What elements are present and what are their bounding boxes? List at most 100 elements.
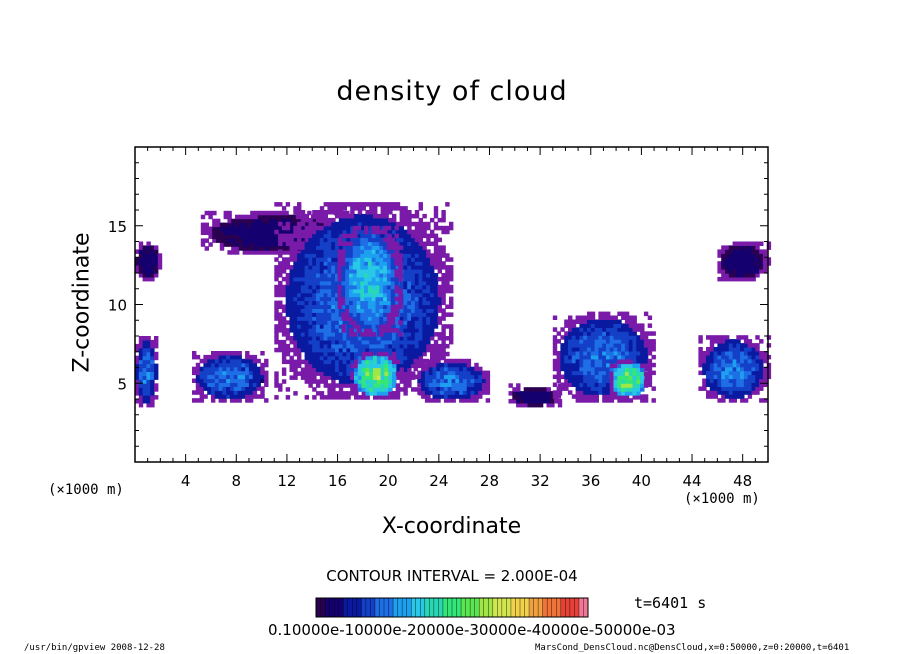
cloud-cell: [257, 238, 263, 243]
cloud-cell: [384, 233, 389, 239]
cloud-cell: [237, 390, 242, 395]
cloud-cell: [256, 366, 261, 372]
cloud-cell: [728, 261, 734, 266]
cloud-cell: [373, 363, 378, 369]
cloud-cell: [433, 320, 439, 325]
cloud-cell: [379, 308, 384, 313]
cloud-cell: [598, 351, 603, 356]
cloud-cell: [231, 230, 236, 235]
cloud-cell: [350, 363, 355, 369]
cloud-cell: [300, 284, 306, 290]
cloud-cell: [223, 222, 228, 228]
cloud-cell: [373, 351, 378, 357]
cloud-cell: [636, 327, 641, 332]
cloud-cell: [598, 354, 603, 360]
cloud-cell: [316, 320, 321, 325]
cloud-cell: [747, 351, 753, 356]
cloud-cell: [647, 362, 653, 368]
cloud-cell: [384, 387, 389, 392]
cloud-cell: [762, 366, 768, 372]
cloud-cell: [135, 343, 140, 349]
cloud-cell: [208, 234, 213, 239]
cloud-cell: [379, 261, 384, 266]
cloud-cell: [643, 363, 649, 369]
cloud-cell: [394, 257, 399, 262]
cloud-cell: [304, 355, 309, 361]
cloud-cell: [142, 336, 147, 341]
cloud-cell: [208, 210, 213, 216]
cloud-cell: [407, 355, 412, 361]
cloud-cell: [546, 387, 551, 392]
cloud-cell: [337, 237, 342, 243]
cloud-cell: [418, 347, 423, 353]
cloud-cell: [598, 319, 603, 324]
cloud-cell: [443, 366, 449, 372]
cloud-cell: [552, 382, 558, 387]
cloud-cell: [426, 237, 431, 243]
cloud-cell: [138, 375, 144, 380]
cloud-cell: [535, 399, 540, 404]
cloud-cell: [531, 395, 536, 400]
cloud-cell: [407, 371, 412, 376]
cloud-cell: [297, 206, 302, 211]
cloud-cell: [594, 362, 599, 368]
cloud-cell: [392, 324, 397, 329]
cloud-cell: [297, 296, 302, 302]
cloud-cell: [717, 398, 722, 403]
cloud-cell: [346, 363, 351, 369]
cloud-cell: [740, 253, 745, 258]
cloud-cell: [579, 398, 584, 403]
cloud-cell: [350, 379, 355, 384]
cloud-cell: [640, 351, 645, 356]
cloud-cell: [281, 206, 287, 211]
cloud-cell: [713, 386, 718, 391]
cloud-cell: [418, 332, 423, 337]
cloud-cell: [288, 230, 293, 235]
cloud-cell: [356, 249, 361, 254]
cloud-cell: [338, 229, 344, 235]
cloud-cell: [394, 233, 399, 239]
cloud-cell: [361, 359, 366, 365]
cloud-cell: [443, 390, 449, 395]
cloud-cell: [395, 229, 401, 235]
cloud-cell: [361, 336, 366, 341]
cloud-cell: [278, 387, 283, 392]
cloud-cell: [624, 394, 630, 399]
cloud-cell: [357, 210, 363, 215]
cloud-cell: [751, 241, 756, 246]
cloud-cell: [316, 276, 321, 282]
cloud-cell: [583, 331, 588, 336]
cloud-cell: [150, 257, 155, 262]
cloud-cell: [318, 222, 323, 228]
cloud-cell: [411, 316, 416, 321]
cloud-cell: [379, 312, 384, 317]
cloud-cell: [717, 276, 722, 282]
cloud-cell: [319, 276, 325, 282]
cloud-cell: [399, 249, 404, 254]
cloud-cell: [146, 363, 151, 369]
cloud-cell: [613, 351, 618, 356]
cloud-cell: [327, 229, 332, 235]
cloud-cell: [211, 386, 216, 391]
cloud-cell: [304, 343, 309, 349]
cloud-cell: [430, 261, 435, 266]
cloud-cell: [335, 359, 340, 365]
cloud-cell: [602, 311, 607, 317]
colorbar-cell: [547, 598, 553, 617]
cloud-cell: [364, 225, 369, 231]
cloud-cell: [717, 378, 722, 383]
cloud-cell: [379, 280, 384, 286]
cloud-cell: [759, 269, 764, 274]
cloud-cell: [237, 398, 242, 403]
cloud-cell: [242, 218, 247, 224]
cloud-cell: [135, 265, 140, 270]
cloud-cell: [516, 383, 521, 388]
cloud-cell: [728, 351, 734, 356]
cloud-cell: [300, 245, 306, 250]
cloud-cell: [587, 354, 592, 360]
cloud-cell: [297, 221, 302, 227]
cloud-cell: [342, 336, 347, 341]
cloud-cell: [367, 280, 373, 286]
cloud-cell: [308, 347, 313, 353]
cloud-cell: [395, 375, 401, 380]
